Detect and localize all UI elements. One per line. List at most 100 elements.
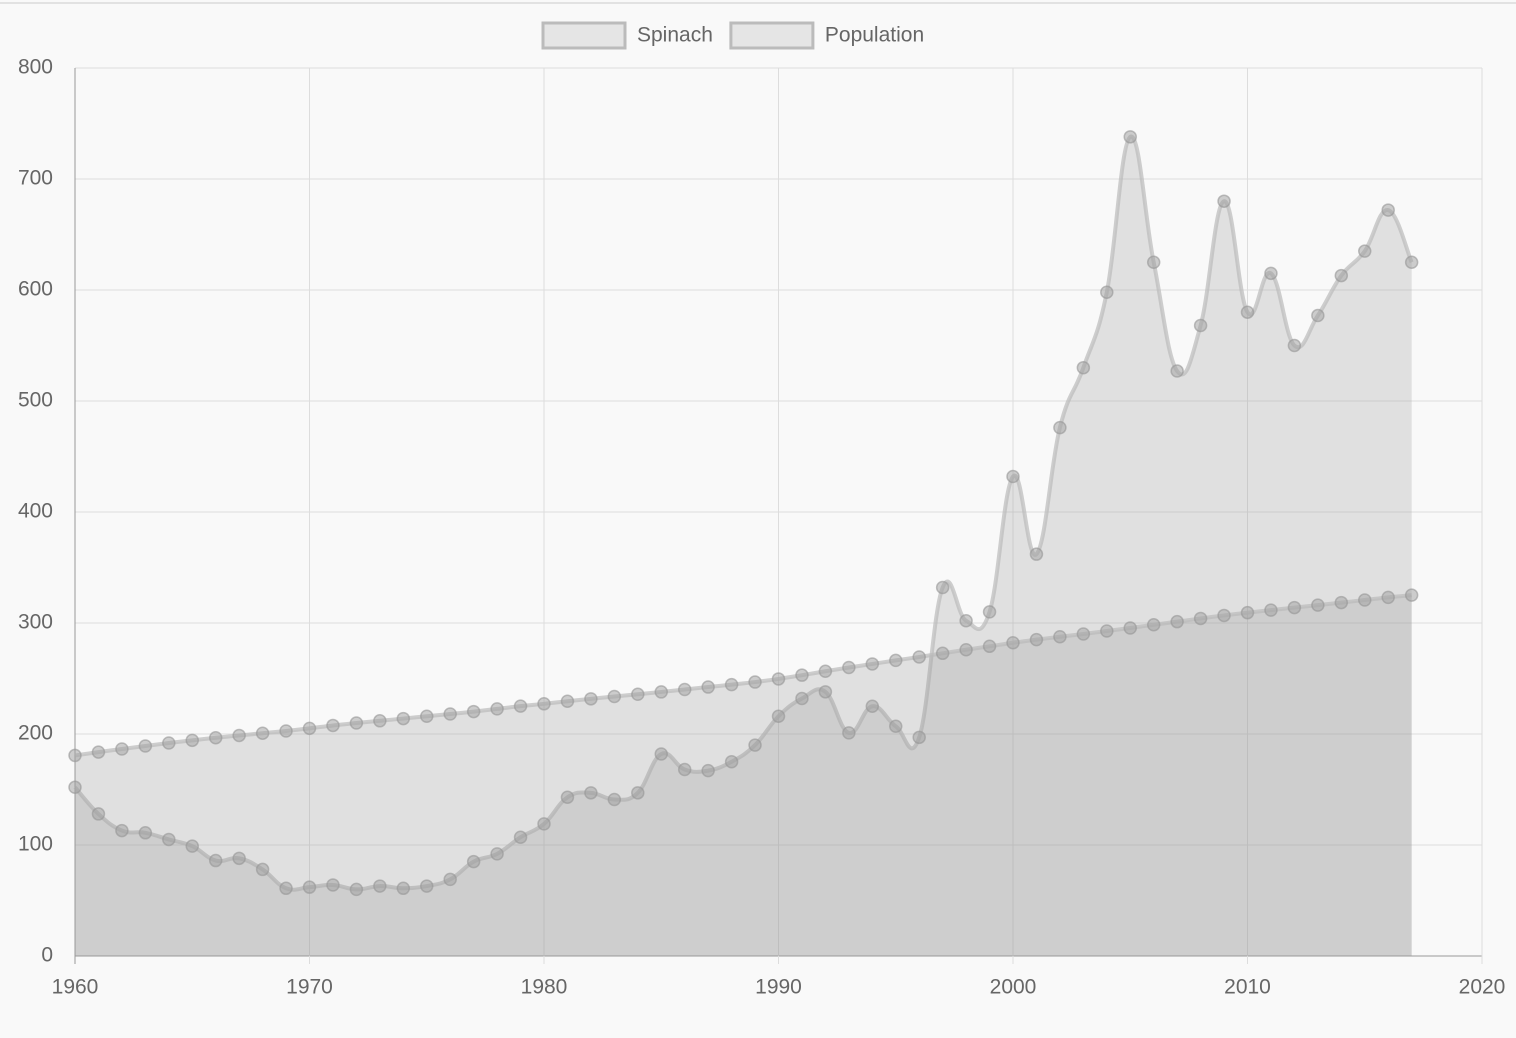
point — [1358, 593, 1372, 607]
point — [255, 726, 270, 740]
point — [1029, 632, 1044, 647]
point — [443, 872, 457, 887]
point — [748, 738, 762, 752]
point — [1334, 595, 1349, 610]
point — [912, 650, 926, 664]
point — [279, 881, 293, 896]
point — [396, 881, 411, 896]
point — [279, 724, 293, 738]
x-tick-label: 2000 — [990, 976, 1037, 999]
legend-swatch — [541, 21, 627, 50]
y-tick-label: 100 — [18, 833, 53, 856]
point — [1193, 611, 1208, 626]
point — [912, 730, 926, 745]
point — [889, 653, 903, 668]
point — [1334, 268, 1349, 283]
point — [584, 786, 598, 800]
point — [1287, 338, 1302, 353]
point — [162, 832, 176, 847]
point — [1287, 600, 1302, 615]
y-tick-label: 300 — [18, 611, 53, 634]
point — [1076, 360, 1091, 375]
point — [795, 691, 809, 706]
point — [701, 763, 715, 778]
point — [466, 704, 481, 719]
point — [1170, 614, 1184, 629]
point — [138, 826, 153, 840]
x-tick-label: 2010 — [1224, 976, 1271, 999]
point — [349, 882, 364, 897]
point — [677, 762, 692, 777]
point — [865, 699, 880, 713]
point — [373, 714, 387, 728]
area — [75, 136, 1412, 956]
point — [654, 747, 668, 761]
point — [865, 657, 880, 671]
point — [302, 880, 317, 894]
point — [115, 742, 129, 756]
point — [607, 792, 622, 807]
point — [677, 682, 692, 697]
point — [138, 739, 153, 753]
point — [1123, 621, 1137, 635]
point — [982, 605, 997, 619]
legend-swatch — [729, 21, 815, 50]
point — [560, 790, 575, 805]
point — [724, 755, 739, 769]
point — [513, 699, 528, 713]
point — [185, 839, 199, 853]
point — [1217, 608, 1231, 623]
x-tick-label: 1970 — [286, 976, 333, 999]
point — [560, 694, 575, 709]
x-tick-label: 2020 — [1459, 976, 1506, 999]
y-tick-label: 0 — [41, 944, 53, 967]
point — [654, 685, 668, 699]
point — [185, 733, 199, 748]
point — [68, 748, 82, 763]
point — [1123, 130, 1137, 144]
point — [68, 780, 82, 795]
point — [208, 853, 223, 868]
point — [513, 830, 528, 844]
point — [1240, 305, 1255, 319]
y-tick-label: 400 — [18, 500, 53, 523]
line — [74, 593, 1412, 758]
point — [208, 731, 223, 745]
point — [420, 709, 434, 723]
point — [1264, 603, 1278, 617]
point — [1404, 255, 1419, 269]
point — [1053, 420, 1067, 435]
point — [1358, 244, 1372, 258]
point — [982, 639, 997, 654]
point — [701, 680, 715, 694]
point — [842, 726, 856, 740]
point — [232, 728, 246, 743]
y-tick-label: 600 — [18, 278, 53, 301]
point — [537, 817, 551, 831]
point — [607, 689, 622, 704]
y-tick-label: 200 — [18, 722, 53, 745]
point — [889, 719, 903, 733]
point — [490, 702, 504, 716]
point — [818, 685, 833, 699]
point — [1193, 318, 1208, 333]
point — [326, 878, 340, 892]
point — [466, 854, 481, 869]
point — [420, 879, 434, 893]
point — [959, 614, 973, 628]
y-tick-label: 800 — [18, 56, 53, 79]
point — [1146, 255, 1161, 269]
point — [115, 823, 129, 838]
point — [537, 697, 551, 711]
point — [959, 643, 973, 657]
point — [1170, 364, 1184, 378]
y-tick-label: 500 — [18, 389, 53, 412]
point — [1240, 605, 1255, 620]
point — [631, 687, 645, 702]
point — [1311, 598, 1325, 612]
point — [771, 709, 786, 723]
point — [1076, 627, 1091, 641]
point — [255, 862, 270, 877]
area — [75, 595, 1412, 956]
